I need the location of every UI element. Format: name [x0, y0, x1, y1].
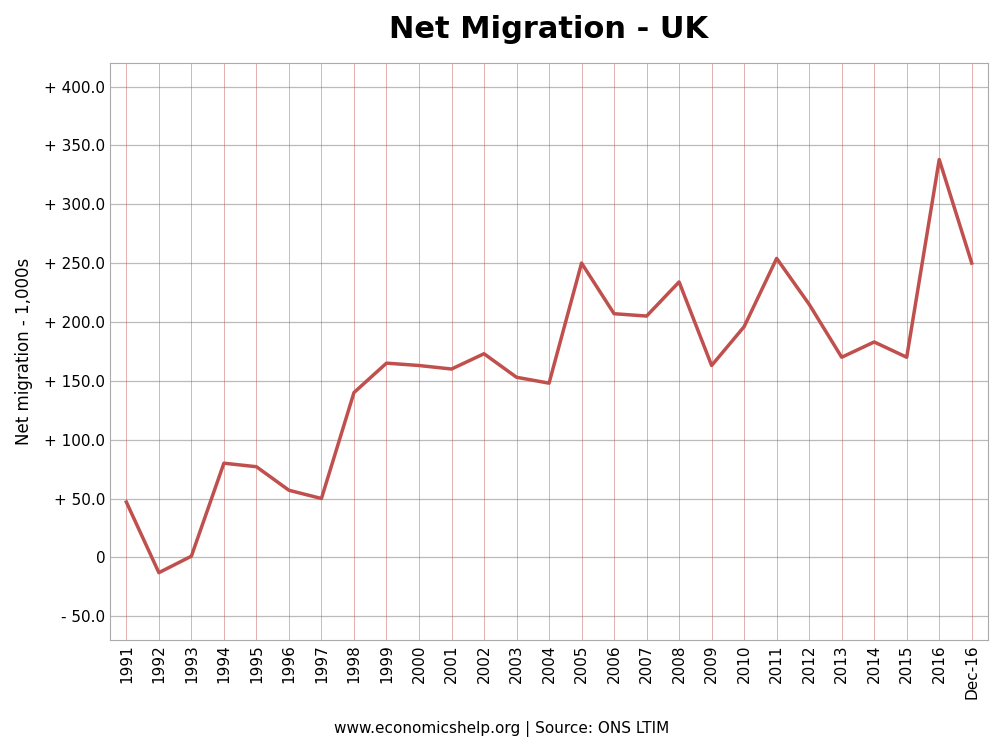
- Y-axis label: Net migration - 1,000s: Net migration - 1,000s: [15, 257, 33, 445]
- Title: Net Migration - UK: Net Migration - UK: [389, 15, 707, 44]
- Text: www.economicshelp.org | Source: ONS LTIM: www.economicshelp.org | Source: ONS LTIM: [334, 721, 668, 737]
